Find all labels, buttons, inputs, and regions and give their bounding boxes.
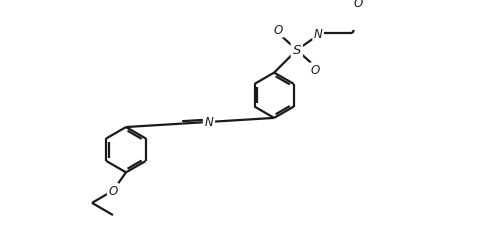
Text: O: O	[354, 0, 363, 9]
Text: O: O	[310, 64, 320, 77]
Text: N: N	[204, 116, 213, 129]
Text: N: N	[314, 28, 322, 41]
Text: O: O	[108, 184, 118, 197]
Text: S: S	[293, 44, 301, 57]
Text: O: O	[274, 24, 283, 37]
